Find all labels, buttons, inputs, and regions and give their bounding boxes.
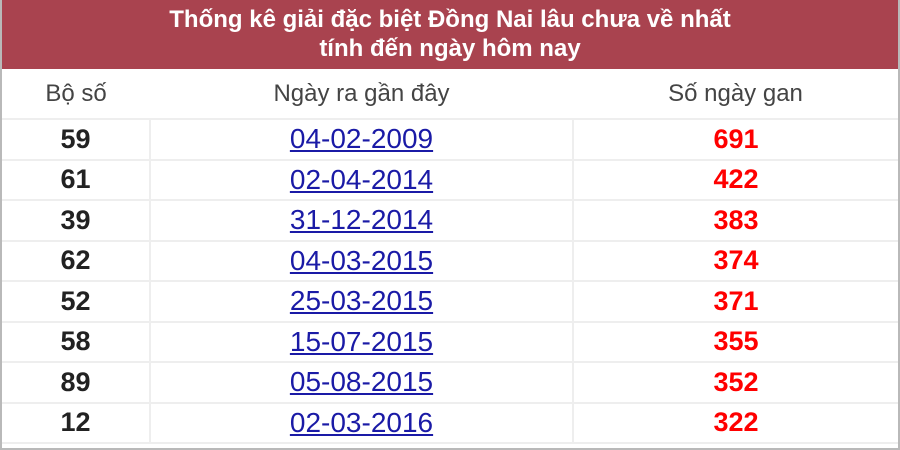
date-cell: 25-03-2015 (150, 281, 574, 323)
table-row: 52 25-03-2015 371 (2, 281, 898, 323)
stats-table: Bộ số Ngày ra gần đây Số ngày gan 59 04-0… (2, 69, 898, 444)
date-link[interactable]: 15-07-2015 (289, 325, 434, 357)
table-row: 61 02-04-2014 422 (2, 159, 898, 201)
date-link[interactable]: 02-03-2016 (289, 406, 434, 438)
date-link[interactable]: 04-02-2009 (289, 123, 434, 155)
days-cell: 383 (573, 200, 898, 242)
days-cell: 691 (573, 119, 898, 161)
number-cell: 58 (2, 321, 151, 363)
date-link[interactable]: 25-03-2015 (289, 285, 434, 317)
date-cell: 15-07-2015 (150, 321, 574, 363)
date-cell: 04-02-2009 (150, 119, 574, 161)
days-cell: 352 (573, 362, 898, 404)
table-row: 59 04-02-2009 691 (2, 119, 898, 161)
number-cell: 52 (2, 281, 151, 323)
table-row: 89 05-08-2015 352 (2, 362, 898, 404)
number-cell: 61 (2, 159, 151, 201)
header-row: Bộ số Ngày ra gần đây Số ngày gan (2, 69, 898, 120)
days-cell: 322 (573, 402, 898, 444)
number-cell: 89 (2, 362, 151, 404)
column-header-number: Bộ số (2, 69, 150, 120)
number-cell: 59 (2, 119, 151, 161)
number-cell: 39 (2, 200, 151, 242)
table-row: 62 04-03-2015 374 (2, 240, 898, 282)
title-line-1: Thống kê giải đặc biệt Đồng Nai lâu chưa… (169, 6, 731, 33)
date-link[interactable]: 31-12-2014 (289, 204, 434, 236)
column-header-days: Số ngày gan (573, 69, 898, 120)
date-cell: 02-03-2016 (150, 402, 574, 444)
table-row: 39 31-12-2014 383 (2, 200, 898, 242)
number-cell: 62 (2, 240, 151, 282)
date-link[interactable]: 02-04-2014 (289, 163, 434, 195)
date-link[interactable]: 04-03-2015 (289, 244, 434, 276)
table-title: Thống kê giải đặc biệt Đồng Nai lâu chưa… (0, 0, 900, 69)
date-link[interactable]: 05-08-2015 (289, 366, 434, 398)
column-header-date: Ngày ra gần đây (150, 69, 573, 120)
days-cell: 422 (573, 159, 898, 201)
date-cell: 31-12-2014 (150, 200, 574, 242)
date-cell: 02-04-2014 (150, 159, 574, 201)
title-line-2: tính đến ngày hôm nay (319, 35, 581, 62)
days-cell: 371 (573, 281, 898, 323)
number-cell: 12 (2, 402, 151, 444)
table-row: 58 15-07-2015 355 (2, 321, 898, 363)
table-row: 12 02-03-2016 322 (2, 402, 898, 444)
date-cell: 05-08-2015 (150, 362, 574, 404)
days-cell: 374 (573, 240, 898, 282)
days-cell: 355 (573, 321, 898, 363)
date-cell: 04-03-2015 (150, 240, 574, 282)
